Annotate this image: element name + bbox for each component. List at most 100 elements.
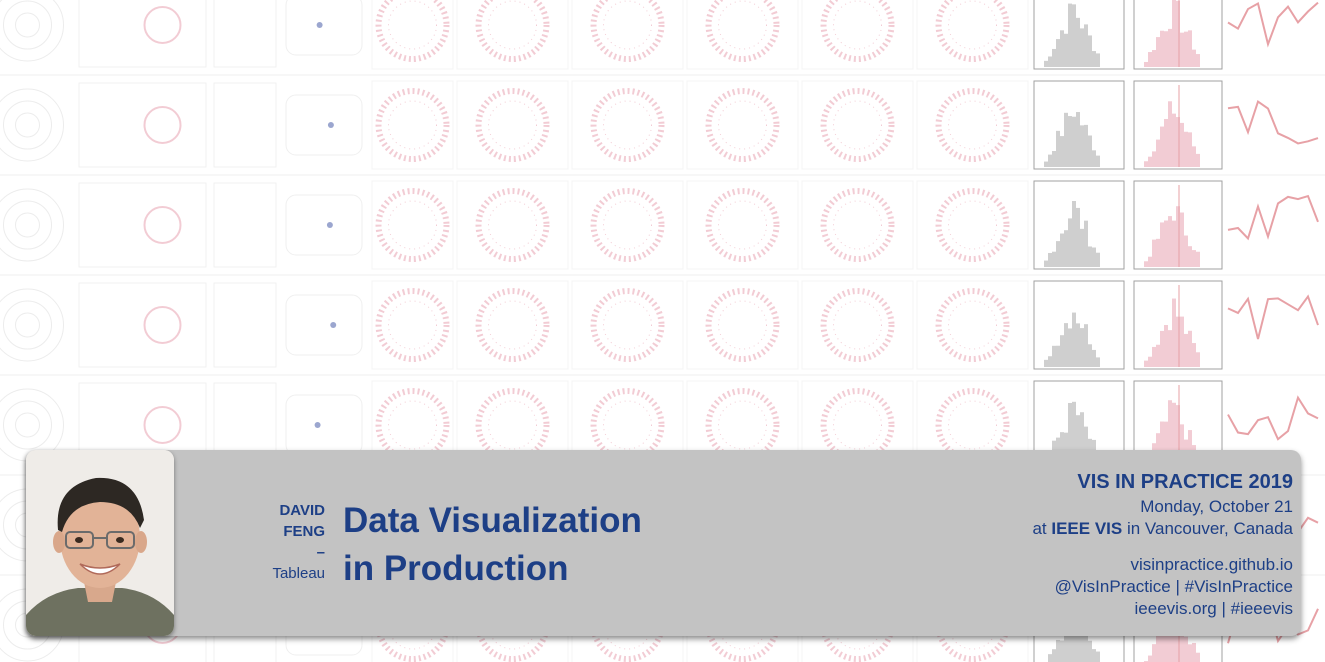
histogram-bar [1064,432,1068,467]
histogram-bar [1092,150,1096,167]
plot-frame [571,80,684,170]
plot-frame [78,0,207,68]
histogram-bar [1068,3,1072,68]
speaker-photo [26,450,174,636]
histogram-bar [1196,652,1200,662]
ieee-hashtag-link[interactable]: #ieeevis [1230,599,1293,618]
circular-plot [590,188,665,262]
twitter-hashtag-link[interactable]: #VisInPractice [1184,577,1293,596]
circular-plot-inner [833,200,882,250]
plot-frame [686,80,799,170]
histogram-bar [1156,139,1160,167]
histogram-bar [1088,135,1092,167]
polar-grid [15,312,40,338]
histogram-bar [1148,52,1152,67]
histogram-bar [1088,344,1092,367]
histogram-bar [1172,402,1176,467]
circular-plot [590,388,665,462]
speaker-first-name: DAVID [279,502,325,519]
histogram-bar [1148,655,1152,662]
scatter-point [314,422,321,428]
histogram-bar [1092,349,1096,367]
histogram-bar [1184,636,1188,662]
histogram-bar [1148,156,1152,167]
histogram-bar [1048,654,1052,662]
histogram-bar [1088,640,1092,662]
circular-plot-inner [488,100,537,150]
histogram-bar [1064,33,1068,67]
histogram-bar [1184,131,1188,167]
histogram-bar [1060,335,1064,367]
plot-frame [801,80,914,170]
histogram-bar [1084,24,1088,68]
histogram-bar [1080,621,1084,662]
plot-frame [456,0,569,70]
circular-plot-inner [948,300,997,350]
circular-plot [935,88,1010,162]
talk-title-line-2: in Production [343,549,569,588]
histogram-bar [1156,631,1160,662]
circular-plot-inner [388,200,437,250]
circular-plot [820,288,895,362]
ieee-site-link[interactable]: ieeevis.org [1134,599,1217,618]
circular-plot [590,88,665,162]
histogram-bar [1152,239,1156,267]
plot-frame [213,282,277,368]
histogram-bar [1148,256,1152,267]
circular-plot [705,288,780,362]
histogram-bar [1180,122,1184,167]
rounded-plot-frame [285,394,363,456]
histogram-bar [1164,31,1168,67]
histogram-bar [1164,118,1168,167]
plot-frame [571,180,684,270]
histogram-bar [1196,153,1200,167]
histogram-bar [1096,357,1100,367]
plot-frame [686,280,799,370]
title-banner [26,450,1301,636]
histogram-bar [1196,352,1200,367]
twitter-handle-link[interactable]: @VisInPractice [1054,577,1171,596]
polar-grid [3,300,52,350]
histogram-bar [1144,61,1148,67]
speaker-last-name: FENG [283,523,325,540]
histogram-bar [1168,400,1172,467]
histogram-bar [1176,316,1180,367]
histogram-bar [1188,30,1192,67]
event-ieee-links: ieeevis.org | #ieeevis [1032,598,1293,620]
histogram-bar [1056,39,1060,67]
histogram-bar [1076,112,1080,167]
polar-grid [3,200,52,250]
circular-plot [375,288,450,362]
plot-frame [456,80,569,170]
circular-plot-inner [388,400,437,450]
histogram-bar [1052,151,1056,167]
histogram-bar [1152,50,1156,67]
plot-frame [78,82,207,168]
circular-plot [705,388,780,462]
circular-plot [475,188,550,262]
histogram-bar [1084,324,1088,367]
circular-plot-inner [388,0,437,50]
histogram-bar [1072,4,1076,67]
event-info: VIS IN PRACTICE 2019 Monday, October 21 … [1032,468,1293,620]
histogram-bar [1196,251,1200,267]
histogram-bar [1076,415,1080,467]
circular-plot [590,0,665,62]
circular-plot-inner [833,0,882,50]
histogram-bar [1044,359,1048,367]
event-website-link[interactable]: visinpractice.github.io [1130,555,1293,574]
plot-frame [371,0,454,70]
histogram-bar [1172,298,1176,367]
histogram-bar [1048,56,1052,67]
line-series [1227,194,1319,241]
histogram-bar [1156,344,1160,367]
circular-plot [705,88,780,162]
circular-plot-inner [833,100,882,150]
histogram-bar [1176,405,1180,467]
circular-plot-inner [718,200,767,250]
circular-plot [820,88,895,162]
histogram-bar [1196,54,1200,67]
circular-plot-inner [488,0,537,50]
event-social-links: @VisInPractice | #VisInPractice [1032,576,1293,598]
polar-grid [0,288,64,362]
